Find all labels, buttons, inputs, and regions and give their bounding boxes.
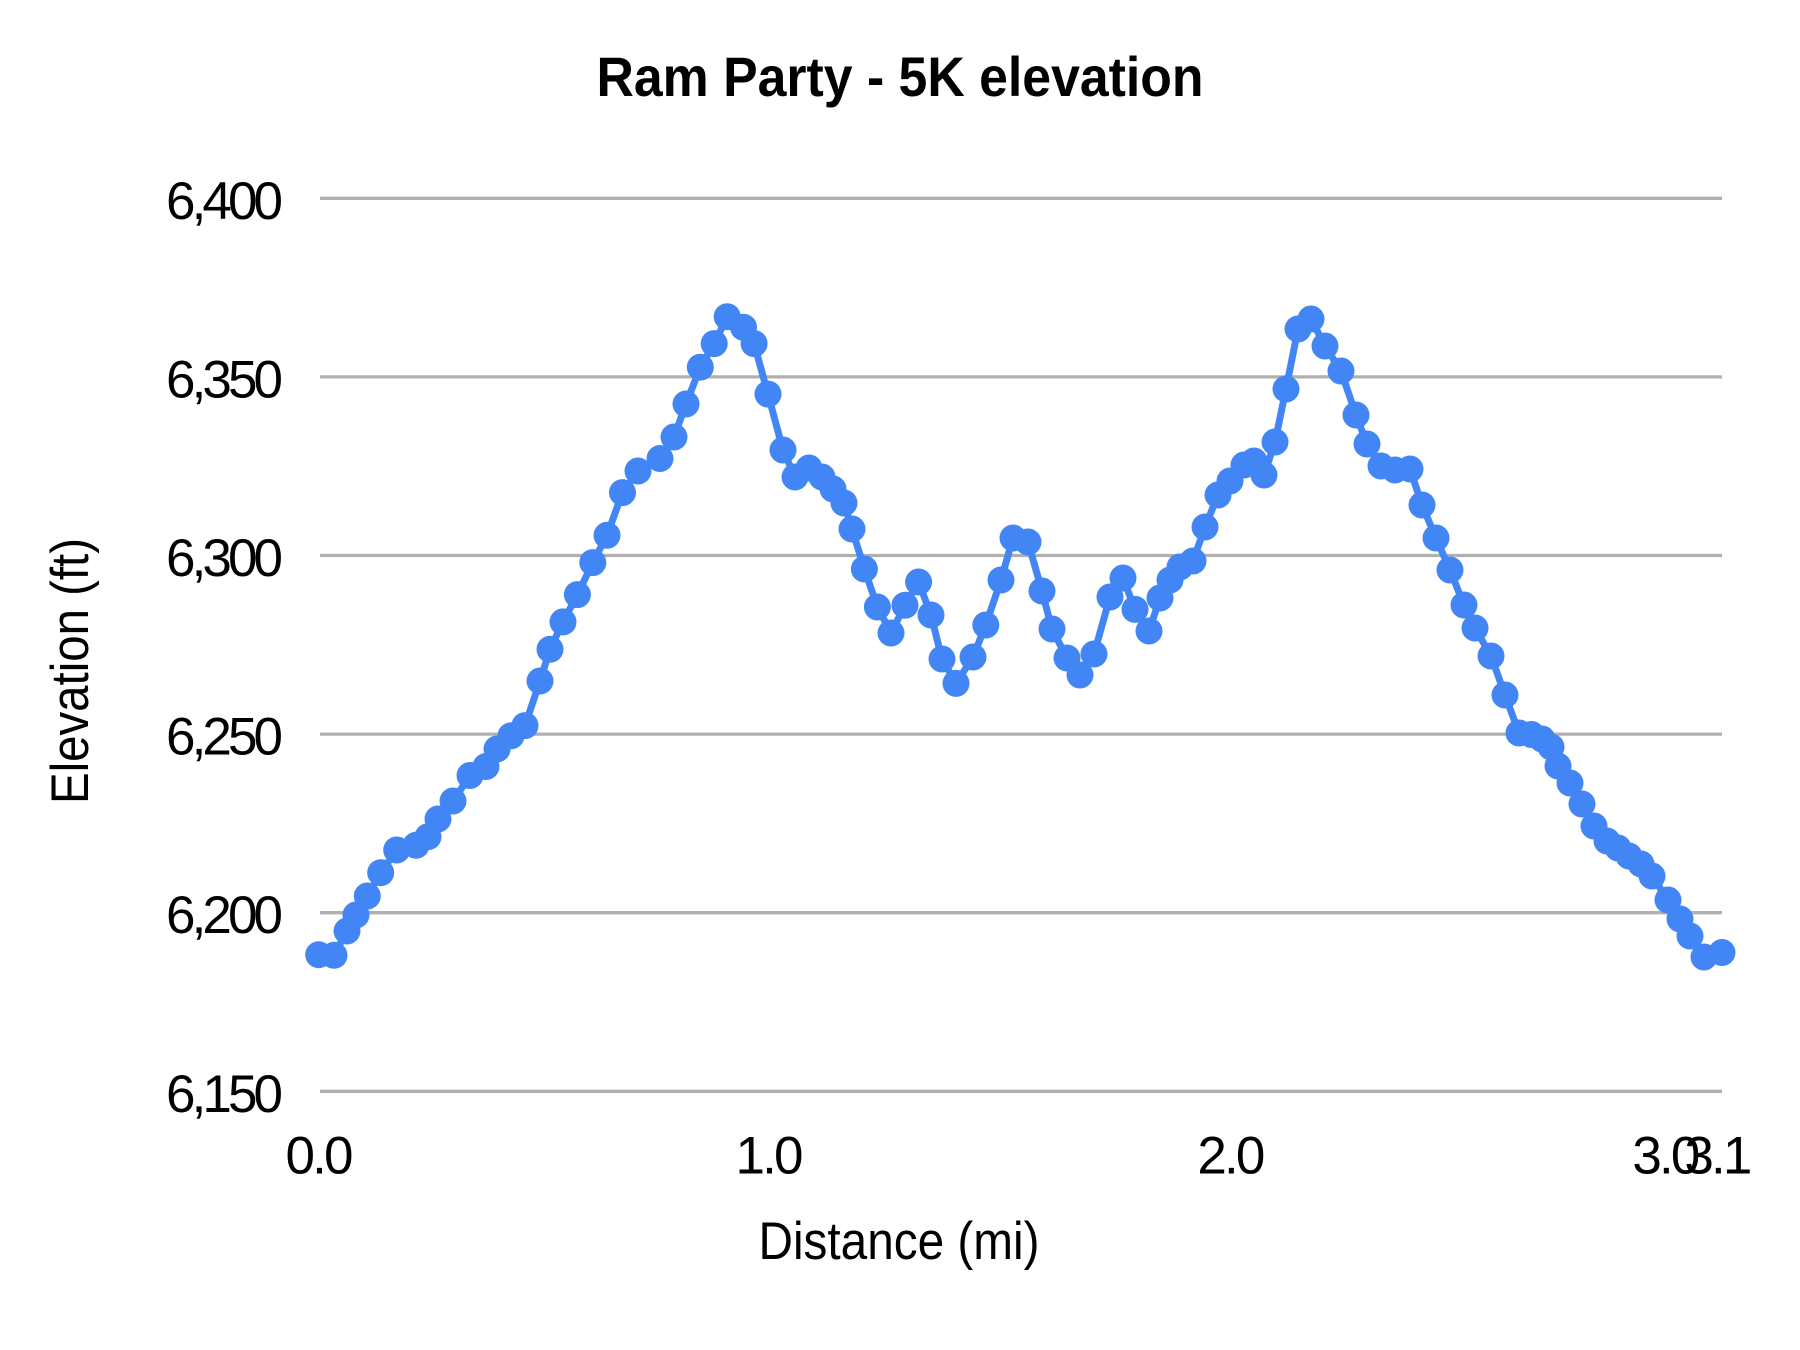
svg-text:6,400: 6,400 xyxy=(166,172,283,231)
svg-text:1.0: 1.0 xyxy=(736,1127,804,1186)
svg-text:2.0: 2.0 xyxy=(1197,1127,1265,1186)
svg-text:6,250: 6,250 xyxy=(166,708,283,767)
svg-text:6,300: 6,300 xyxy=(166,529,283,588)
svg-text:3.0: 3.0 xyxy=(1632,1127,1700,1186)
svg-text:0.0: 0.0 xyxy=(286,1127,354,1186)
svg-text:Distance (mi): Distance (mi) xyxy=(759,1212,1040,1271)
svg-text:6,200: 6,200 xyxy=(166,886,283,945)
svg-text:Elevation (ft): Elevation (ft) xyxy=(41,538,100,804)
svg-text:Ram Party - 5K elevation: Ram Party - 5K elevation xyxy=(597,45,1204,108)
svg-text:6,350: 6,350 xyxy=(166,350,283,409)
svg-text:3.1: 3.1 xyxy=(1684,1127,1752,1186)
svg-text:6,150: 6,150 xyxy=(166,1065,283,1124)
